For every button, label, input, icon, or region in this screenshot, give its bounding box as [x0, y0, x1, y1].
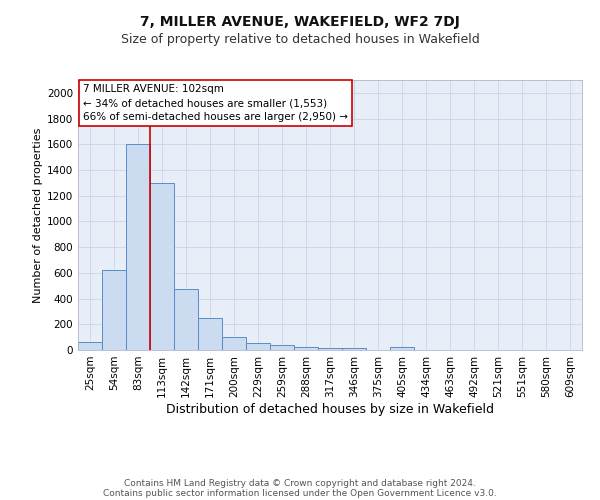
Bar [222, 337, 246, 350]
Bar [78, 342, 102, 350]
Bar [270, 345, 294, 350]
Bar [246, 343, 270, 350]
Y-axis label: Number of detached properties: Number of detached properties [33, 128, 43, 302]
Bar [390, 348, 414, 350]
Bar [102, 270, 126, 350]
Bar [342, 348, 366, 350]
Text: Size of property relative to detached houses in Wakefield: Size of property relative to detached ho… [121, 32, 479, 46]
Text: 7, MILLER AVENUE, WAKEFIELD, WF2 7DJ: 7, MILLER AVENUE, WAKEFIELD, WF2 7DJ [140, 15, 460, 29]
Text: Contains HM Land Registry data © Crown copyright and database right 2024.: Contains HM Land Registry data © Crown c… [124, 478, 476, 488]
Text: Contains public sector information licensed under the Open Government Licence v3: Contains public sector information licen… [103, 488, 497, 498]
Bar [294, 347, 318, 350]
Bar [318, 348, 342, 350]
Bar [198, 318, 222, 350]
Bar [126, 144, 150, 350]
Bar [150, 183, 174, 350]
Text: 7 MILLER AVENUE: 102sqm
← 34% of detached houses are smaller (1,553)
66% of semi: 7 MILLER AVENUE: 102sqm ← 34% of detache… [83, 84, 348, 122]
Bar [174, 289, 198, 350]
X-axis label: Distribution of detached houses by size in Wakefield: Distribution of detached houses by size … [166, 402, 494, 415]
